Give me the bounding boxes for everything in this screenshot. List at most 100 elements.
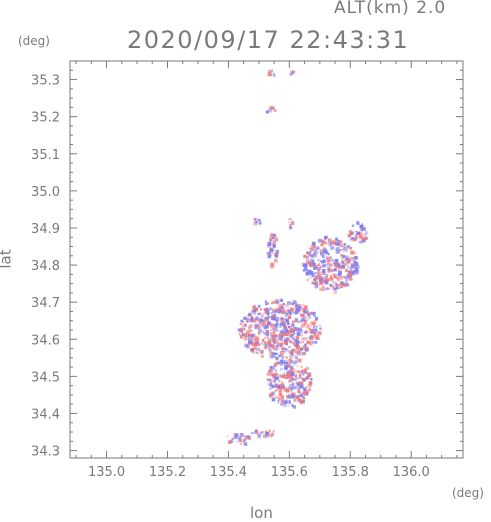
echo-cell	[313, 319, 317, 323]
echo-cell	[351, 231, 355, 235]
echo-cell	[295, 379, 297, 381]
echo-cell	[270, 316, 275, 320]
echo-cell	[290, 390, 293, 393]
echo-cell	[292, 405, 297, 409]
echo-cell	[295, 336, 300, 340]
echo-cell	[254, 351, 258, 354]
echo-cell	[260, 431, 263, 434]
echo-cell	[255, 221, 258, 223]
echo-cell	[300, 392, 304, 395]
echo-cell	[323, 246, 326, 249]
echo-cell	[234, 433, 239, 437]
echo-cell	[268, 253, 271, 256]
echo-cell	[286, 322, 290, 325]
echo-cell	[290, 70, 293, 74]
echo-cell	[281, 340, 286, 345]
echo-cell	[280, 395, 284, 399]
echo-cell	[268, 378, 272, 382]
echo-cell	[291, 386, 294, 388]
echo-cell	[343, 246, 347, 249]
echo-cell	[302, 400, 305, 403]
echo-cell	[272, 374, 276, 378]
echo-cell	[291, 327, 295, 331]
echo-cell	[345, 276, 348, 280]
echo-cell	[290, 388, 293, 391]
echo-cell	[300, 319, 304, 323]
echo-cell	[292, 320, 295, 323]
echo-cell	[296, 377, 299, 380]
echo-cell	[246, 330, 250, 334]
echo-cell	[303, 310, 307, 314]
echo-cell	[319, 248, 323, 253]
echo-cell	[307, 376, 310, 379]
echo-cell	[276, 359, 279, 361]
echo-cell	[297, 390, 301, 394]
echo-cell	[273, 355, 276, 359]
echo-cell	[312, 322, 316, 326]
echo-cell	[266, 372, 270, 376]
echo-cell	[299, 349, 302, 353]
echo-cell	[313, 246, 316, 249]
echo-cell	[335, 281, 337, 284]
echo-cell	[345, 255, 350, 260]
echo-cell	[322, 285, 325, 288]
echo-cell	[242, 333, 245, 336]
echo-cell	[283, 318, 287, 322]
echo-cell	[286, 319, 289, 322]
echo-cell	[297, 370, 301, 374]
echo-cell	[262, 339, 265, 342]
echo-cell	[263, 336, 266, 340]
echo-cell	[287, 325, 291, 329]
echo-cell	[267, 69, 271, 73]
echo-cell	[259, 320, 263, 324]
echo-cell	[322, 241, 325, 243]
echo-cell	[319, 287, 323, 292]
echo-cell	[265, 335, 268, 338]
echo-cell	[333, 267, 336, 270]
echo-cell	[302, 378, 306, 382]
echo-cell	[260, 330, 264, 334]
echo-cell	[293, 341, 296, 343]
echo-cell	[266, 336, 269, 339]
echo-cell	[268, 343, 272, 347]
echo-cell	[319, 324, 322, 327]
echo-cell	[267, 72, 272, 77]
echo-cell	[310, 254, 315, 258]
echo-cell	[283, 361, 287, 365]
echo-cell	[274, 109, 277, 112]
echo-cell	[298, 340, 302, 344]
echo-cell	[306, 262, 309, 265]
echo-cell	[322, 263, 327, 268]
x-tick-label: 135.6	[271, 465, 308, 480]
echo-cell	[310, 329, 314, 333]
echo-cell	[240, 333, 243, 336]
echo-cell	[280, 317, 283, 320]
echo-cell	[275, 325, 278, 328]
echo-cell	[231, 437, 234, 440]
echo-cell	[293, 327, 298, 331]
echo-cell	[340, 254, 343, 257]
echo-cell	[300, 333, 304, 337]
echo-cell	[260, 354, 264, 358]
echo-cell	[309, 384, 312, 387]
echo-cell	[277, 344, 282, 348]
echo-cell	[267, 312, 270, 316]
echo-cell	[279, 374, 283, 378]
echo-cell	[265, 330, 270, 334]
echo-cell	[337, 274, 340, 277]
echo-cell	[354, 256, 358, 260]
echo-cell	[347, 265, 350, 269]
echo-cell	[283, 332, 287, 337]
echo-cell	[274, 389, 278, 393]
y-tick-label: 34.3	[31, 445, 60, 460]
echo-cell	[337, 243, 341, 246]
echo-cell	[280, 309, 285, 313]
echo-cell	[296, 332, 301, 336]
echo-cell	[260, 308, 263, 311]
echo-cell	[233, 433, 236, 436]
echo-cell	[286, 376, 288, 379]
echo-cell	[238, 438, 242, 442]
echo-cell	[301, 337, 304, 341]
echo-cell	[279, 384, 284, 388]
echo-cell	[262, 323, 265, 326]
